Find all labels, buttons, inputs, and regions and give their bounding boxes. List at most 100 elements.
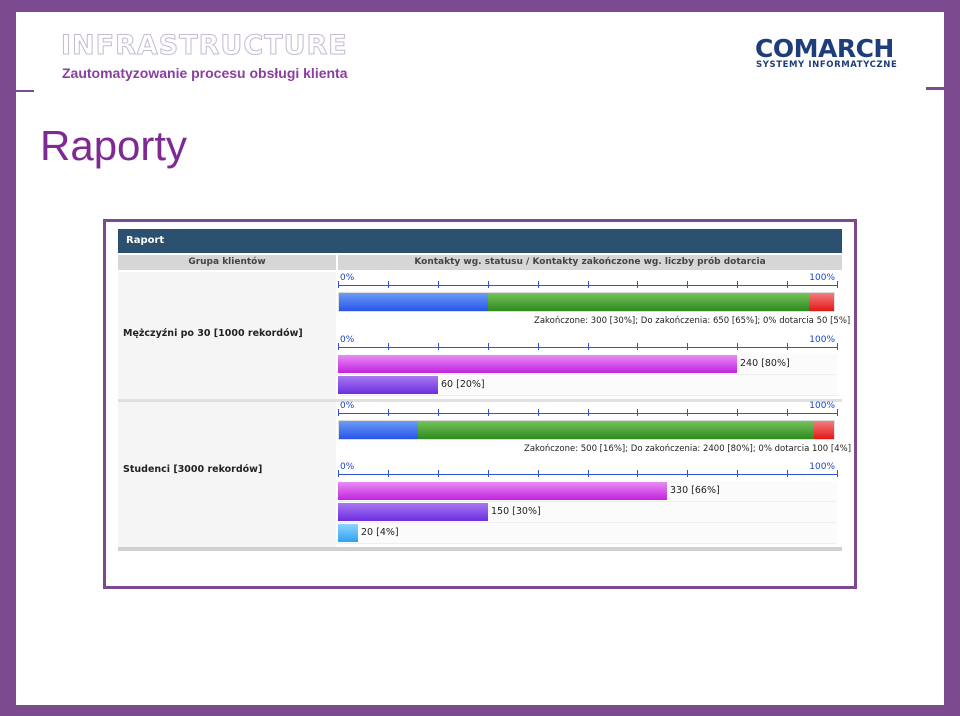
group-name: Mężczyźni po 30 [1000 rekordów] (123, 328, 303, 339)
attempt-bar (338, 503, 488, 521)
scale-tick (537, 409, 539, 416)
status-stacked-bar (338, 420, 835, 440)
attempt-bar-label: 330 [66%] (670, 485, 720, 496)
scale-min-label: 0% (340, 401, 355, 411)
scale-tick (837, 470, 838, 477)
scale-min-label: 0% (340, 273, 355, 283)
scale-tick (338, 470, 339, 477)
scale-tick (437, 343, 439, 350)
scale-tick (537, 343, 539, 350)
scale-tick (737, 470, 739, 477)
scale-tick (687, 470, 689, 477)
attempt-bar-row: 240 [80%] (338, 354, 837, 375)
scale-max-label: 100% (809, 462, 835, 472)
attempt-bar-label: 240 [80%] (740, 358, 790, 369)
scale-tick (437, 281, 439, 288)
scale-min-label: 0% (340, 462, 355, 472)
status-segment (418, 421, 815, 439)
status-segment (809, 293, 834, 311)
scale-tick (687, 343, 689, 350)
status-summary: Zakończone: 500 [16%]; Do zakończenia: 2… (524, 444, 852, 454)
scale-tick (338, 343, 339, 350)
attempt-bar (338, 524, 358, 542)
infrastructure-logo: INFRASTRUCTURE (61, 30, 348, 62)
report-header: Raport (118, 229, 842, 253)
scale-tick (787, 470, 789, 477)
attempt-bar-row: 330 [66%] (338, 481, 837, 502)
scale-tick (487, 470, 489, 477)
column-header-group: Grupa klientów (118, 255, 336, 270)
attempt-bar-label: 150 [30%] (491, 506, 541, 517)
scale-tick (587, 470, 589, 477)
comarch-logo: COMARCH (755, 34, 894, 63)
scale-tick (837, 281, 838, 288)
percent-scale: 0% 100% (338, 335, 838, 353)
attempt-bar (338, 482, 667, 500)
attempt-bar-row: 150 [30%] (338, 502, 837, 523)
attempt-bar-row: 60 [20%] (338, 375, 837, 396)
comarch-subtitle: SYSTEMY INFORMATYCZNE (756, 60, 898, 70)
header-rule-right (926, 87, 944, 90)
scale-tick (637, 470, 639, 477)
percent-scale: 0% 100% (338, 273, 838, 291)
column-header-contacts: Kontakty wg. statusu / Kontakty zakończo… (338, 255, 842, 270)
scale-tick (537, 470, 539, 477)
scale-tick (537, 281, 539, 288)
attempt-bar-row: 20 [4%] (338, 523, 837, 544)
group-divider (118, 399, 842, 402)
scale-tick (837, 409, 838, 416)
group-name: Studenci [3000 rekordów] (123, 464, 263, 475)
slide: INFRASTRUCTURE Zautomatyzowanie procesu … (16, 12, 944, 705)
scale-tick (687, 409, 689, 416)
scale-tick (637, 343, 639, 350)
scale-tick (637, 281, 639, 288)
scale-tick (437, 409, 439, 416)
scale-tick (387, 470, 389, 477)
scale-tick (787, 343, 789, 350)
scale-tick (587, 281, 589, 288)
scale-tick (487, 409, 489, 416)
scale-tick (737, 409, 739, 416)
scale-tick (387, 343, 389, 350)
scale-tick (787, 281, 789, 288)
scale-tick (837, 343, 838, 350)
scale-tick (338, 409, 339, 416)
percent-scale: 0% 100% (338, 462, 838, 480)
status-segment (487, 293, 810, 311)
header-rule-left (16, 90, 34, 92)
slide-title: Raporty (40, 122, 188, 169)
scale-tick (587, 343, 589, 350)
status-summary: Zakończone: 300 [30%]; Do zakończenia: 6… (534, 316, 851, 326)
group-row: Studenci [3000 rekordów] (118, 402, 336, 547)
report-panel: Raport Grupa klientów Kontakty wg. statu… (118, 229, 851, 551)
scale-tick (437, 470, 439, 477)
scale-tick (737, 343, 739, 350)
scale-min-label: 0% (340, 335, 355, 345)
scale-tick (487, 281, 489, 288)
scale-tick (637, 409, 639, 416)
attempt-bar-label: 60 [20%] (441, 379, 485, 390)
attempt-bar (338, 355, 737, 373)
report-footer-bar (118, 547, 842, 551)
scale-max-label: 100% (809, 401, 835, 411)
scale-tick (387, 281, 389, 288)
status-stacked-bar (338, 292, 835, 312)
scale-max-label: 100% (809, 273, 835, 283)
scale-tick (787, 409, 789, 416)
report-screenshot-frame: Raport Grupa klientów Kontakty wg. statu… (103, 219, 857, 589)
status-segment (339, 293, 488, 311)
scale-tick (587, 409, 589, 416)
status-segment (339, 421, 419, 439)
tagline: Zautomatyzowanie procesu obsługi klienta (62, 65, 348, 81)
scale-tick (387, 409, 389, 416)
scale-tick (338, 281, 339, 288)
percent-scale: 0% 100% (338, 401, 838, 419)
attempt-bar-label: 20 [4%] (361, 527, 399, 538)
status-segment (814, 421, 834, 439)
attempt-bar (338, 376, 438, 394)
scale-tick (487, 343, 489, 350)
group-row: Mężczyźni po 30 [1000 rekordów] (118, 272, 336, 399)
scale-max-label: 100% (809, 335, 835, 345)
scale-tick (687, 281, 689, 288)
scale-tick (737, 281, 739, 288)
